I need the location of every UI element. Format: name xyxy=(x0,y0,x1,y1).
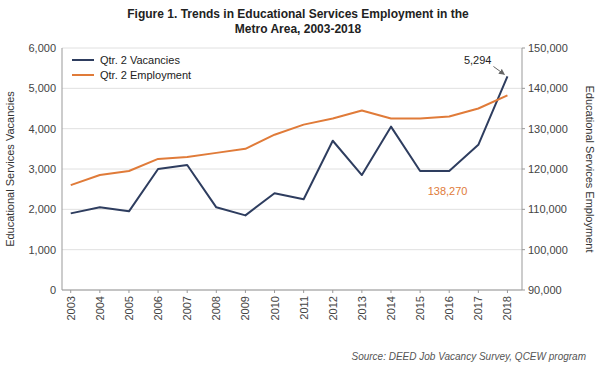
legend-label: Qtr. 2 Employment xyxy=(100,69,191,81)
y-tick-label: 6,000 xyxy=(28,42,56,54)
y-axis-label: Educational Services Vacancies xyxy=(4,91,16,247)
plot-data xyxy=(71,76,508,215)
source: Source: DEED Job Vacancy Survey, QCEW pr… xyxy=(351,351,586,362)
grid-line xyxy=(62,48,522,49)
title: Figure 1. Trends in Educational Services… xyxy=(127,7,469,21)
series-line xyxy=(71,95,508,185)
grid-line xyxy=(62,249,522,250)
legend-label: Qtr. 2 Vacancies xyxy=(100,54,180,66)
title: Metro Area, 2003-2018 xyxy=(235,22,362,36)
annotation: 5,294 xyxy=(464,54,492,66)
y-tick-label: 3,000 xyxy=(28,163,56,175)
y2-tick-label: 120,000 xyxy=(528,163,568,175)
y2-tick-label: 90,000 xyxy=(528,284,562,296)
x-tick-label: 2004 xyxy=(94,296,106,320)
x-tick-label: 2016 xyxy=(443,296,455,320)
x-tick-label: 2013 xyxy=(356,296,368,320)
legend: Qtr. 2 Vacancies Qtr. 2 Employment xyxy=(72,54,191,81)
annotation-arrow xyxy=(493,66,504,74)
x-tick-label: 2015 xyxy=(414,296,426,320)
x-tick-label: 2009 xyxy=(239,296,251,320)
x-tick-label: 2012 xyxy=(327,296,339,320)
x-tick-label: 2018 xyxy=(501,296,513,320)
grid-line xyxy=(62,88,522,89)
x-tick-label: 2005 xyxy=(123,296,135,320)
y-axis-line xyxy=(62,48,63,290)
chart: Figure 1. Trends in Educational Services… xyxy=(0,0,596,368)
x-tick-label: 2017 xyxy=(472,296,484,320)
y-tick-label: 2,000 xyxy=(28,203,56,215)
x-tick-label: 2007 xyxy=(181,296,193,320)
x-tick-label: 2014 xyxy=(385,296,397,320)
y2-tick-label: 150,000 xyxy=(528,42,568,54)
y2-tick-label: 110,000 xyxy=(528,203,567,215)
y2-axis-line xyxy=(522,48,523,290)
x-tick-label: 2008 xyxy=(210,296,222,320)
y2-tick-label: 130,000 xyxy=(528,123,568,135)
x-tick-label: 2010 xyxy=(269,296,281,320)
y2-axis-label: Educational Services Employment xyxy=(584,86,596,253)
legend-swatch xyxy=(72,59,94,61)
grid-line xyxy=(62,290,522,291)
y-tick-label: 5,000 xyxy=(28,82,56,94)
x-axis-line xyxy=(62,290,522,291)
y-tick-label: 1,000 xyxy=(28,244,56,256)
y2-tick-label: 100,000 xyxy=(528,244,568,256)
legend-swatch xyxy=(72,74,94,76)
grid xyxy=(62,48,522,290)
series-line xyxy=(71,76,508,215)
x-tick-label: 2011 xyxy=(298,296,310,320)
x-tick-label: 2003 xyxy=(65,296,77,320)
y2-tick-label: 140,000 xyxy=(528,82,568,94)
y-tick-label: 0 xyxy=(50,284,56,296)
x-tick-label: 2006 xyxy=(152,296,164,320)
annotation: 138,270 xyxy=(428,185,468,197)
y-tick-label: 4,000 xyxy=(28,123,56,135)
